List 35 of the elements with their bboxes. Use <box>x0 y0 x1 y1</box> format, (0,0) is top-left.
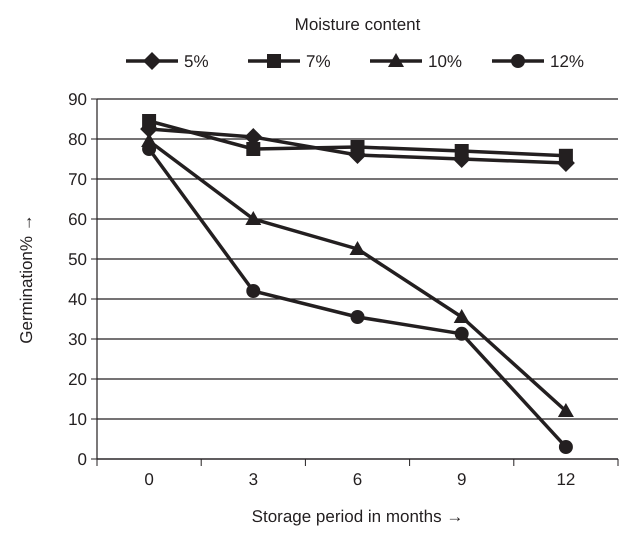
y-tick-label: 80 <box>68 130 87 149</box>
y-tick-label: 90 <box>68 90 87 109</box>
x-tick-label: 12 <box>556 470 576 489</box>
point <box>142 114 156 128</box>
legend-label: 5% <box>184 52 209 71</box>
y-tick-label: 20 <box>68 370 87 389</box>
y-tick-label: 70 <box>68 170 87 189</box>
x-tick-label: 3 <box>248 470 258 489</box>
legend-label: 12% <box>550 52 584 71</box>
point <box>558 403 574 417</box>
y-axis-title: Germination% → <box>17 214 36 344</box>
x-axis-title: Storage period in months → <box>252 507 464 526</box>
x-tick-label: 6 <box>352 470 362 489</box>
y-tick-label: 50 <box>68 250 87 269</box>
y-tick-label: 60 <box>68 210 87 229</box>
legend-title: Moisture content <box>294 15 421 34</box>
y-tick-label: 30 <box>68 330 87 349</box>
x-tick-label: 0 <box>144 470 154 489</box>
point <box>454 309 470 323</box>
legend-label: 7% <box>306 52 331 71</box>
y-tick-label: 0 <box>78 450 87 469</box>
point <box>558 148 573 163</box>
point <box>246 142 260 156</box>
y-tick-label: 40 <box>68 290 87 309</box>
y-tick-label: 10 <box>68 410 87 429</box>
point <box>454 144 469 158</box>
point <box>245 211 262 225</box>
legend-label: 10% <box>428 52 462 71</box>
point <box>350 140 364 154</box>
x-tick-label: 9 <box>456 470 466 489</box>
point <box>558 440 573 454</box>
point <box>246 284 260 298</box>
point <box>454 326 469 341</box>
point <box>350 241 366 255</box>
point <box>350 310 364 324</box>
